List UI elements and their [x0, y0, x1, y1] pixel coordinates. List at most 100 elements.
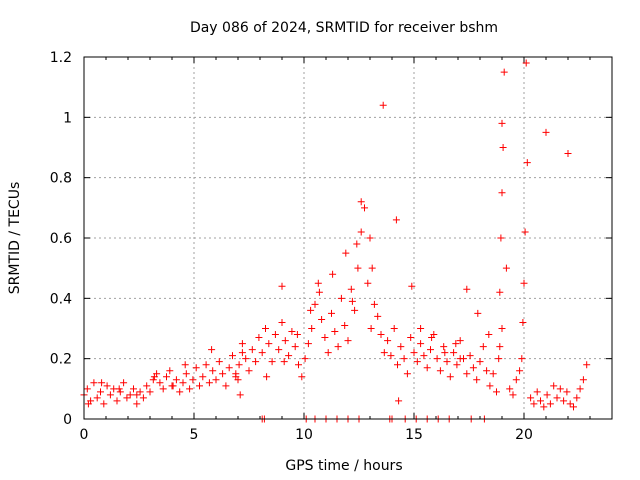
data-point	[166, 367, 174, 375]
data-point	[337, 294, 345, 302]
data-point	[370, 300, 378, 308]
data-point	[476, 358, 484, 366]
data-point	[120, 379, 128, 387]
data-point	[387, 352, 395, 360]
data-point	[570, 403, 577, 411]
data-point	[275, 346, 283, 354]
data-point	[202, 361, 210, 369]
data-point	[100, 400, 108, 408]
y-tick-label: 0.2	[50, 352, 72, 368]
data-point	[238, 340, 246, 348]
data-point	[278, 318, 286, 326]
data-point	[473, 376, 481, 384]
data-point	[324, 349, 332, 357]
data-point	[509, 391, 517, 399]
data-point	[245, 367, 253, 375]
data-point	[576, 385, 584, 393]
data-point	[189, 376, 197, 384]
data-point	[506, 385, 514, 393]
y-tick-label: 0	[63, 412, 72, 428]
data-point	[219, 370, 227, 378]
data-point	[268, 358, 276, 366]
y-axis-title: SRMTID / TECUs	[7, 182, 23, 295]
data-point	[573, 394, 581, 402]
data-point	[168, 382, 176, 390]
data-point	[278, 282, 286, 290]
y-tick-label: 1	[63, 110, 72, 126]
data-point	[466, 352, 474, 360]
data-point	[443, 358, 451, 366]
data-point	[427, 346, 434, 354]
data-point	[235, 361, 243, 369]
data-point	[298, 373, 306, 381]
data-point	[410, 349, 418, 357]
data-point	[518, 355, 526, 363]
data-point	[291, 343, 299, 351]
data-point	[428, 334, 436, 342]
data-point	[255, 334, 263, 342]
data-point	[502, 264, 510, 272]
data-point	[523, 159, 531, 167]
data-point	[176, 388, 184, 396]
data-point	[556, 385, 564, 393]
data-point	[163, 373, 170, 381]
data-point	[97, 388, 104, 396]
data-point	[417, 340, 425, 348]
data-point	[262, 325, 269, 332]
data-point	[311, 300, 319, 308]
data-point	[497, 234, 505, 242]
data-point	[560, 397, 568, 405]
data-point	[392, 216, 400, 224]
data-point	[236, 391, 244, 399]
data-point	[331, 328, 339, 336]
data-point	[133, 391, 141, 399]
data-point	[265, 340, 273, 348]
data-point	[537, 397, 544, 405]
data-point	[496, 343, 504, 351]
data-point	[205, 379, 213, 387]
data-point	[280, 358, 288, 366]
data-point	[540, 403, 548, 411]
y-tick-label: 0.4	[50, 291, 72, 307]
x-tick-label: 15	[405, 427, 423, 443]
data-point	[469, 364, 477, 372]
data-point	[520, 279, 528, 287]
data-point	[423, 364, 431, 372]
data-point	[522, 59, 530, 67]
data-point	[498, 119, 506, 127]
data-point	[90, 379, 98, 387]
data-point	[367, 325, 375, 332]
data-point	[380, 349, 388, 357]
data-point	[225, 364, 233, 372]
data-point	[123, 394, 131, 402]
data-point	[263, 373, 271, 381]
data-point	[546, 400, 554, 408]
data-point	[182, 370, 190, 378]
data-point	[212, 376, 220, 384]
data-point	[450, 349, 458, 357]
data-point	[564, 150, 572, 158]
data-point	[417, 325, 425, 332]
data-point	[248, 346, 256, 354]
data-point	[408, 282, 416, 290]
data-point	[400, 355, 408, 363]
data-point	[172, 376, 180, 384]
data-point	[84, 400, 92, 408]
data-point	[136, 388, 144, 396]
data-point	[550, 382, 558, 390]
data-point	[342, 249, 350, 257]
data-point	[436, 367, 444, 375]
data-point	[181, 361, 189, 369]
data-point	[328, 309, 335, 317]
data-point	[456, 355, 464, 363]
grid-lines	[84, 57, 612, 419]
data-point	[143, 382, 151, 390]
data-point	[115, 385, 123, 393]
data-point	[234, 376, 242, 384]
data-point	[361, 204, 368, 212]
data-point	[133, 400, 141, 408]
data-point	[553, 394, 561, 402]
data-point	[395, 397, 403, 405]
data-point	[579, 376, 587, 384]
